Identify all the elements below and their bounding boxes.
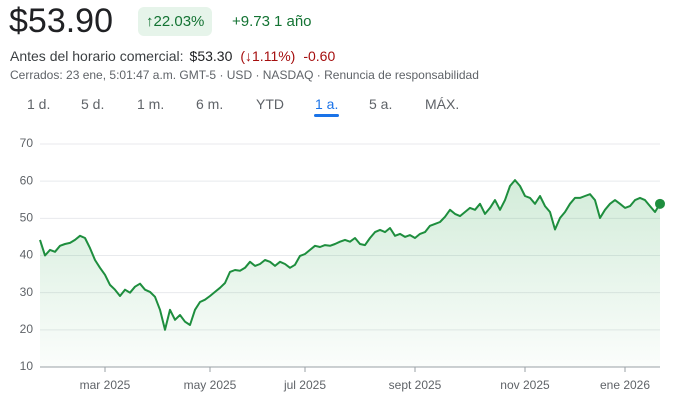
premarket-price: $53.30 [189, 48, 233, 64]
range-tab[interactable]: 1 a. [315, 96, 339, 112]
range-tab[interactable]: 6 m. [196, 96, 224, 112]
change: +9.73 1 año [232, 7, 312, 36]
range-tab[interactable]: 1 m. [137, 96, 165, 112]
x-tick-label: ene 2026 [600, 378, 650, 392]
last-point [655, 198, 665, 209]
x-tick-label: nov 2025 [500, 378, 550, 392]
range-tab[interactable]: 5 a. [369, 96, 393, 112]
status: Cerrados: 23 ene, 5:01:47 a.m. GMT-5 · U… [10, 68, 479, 82]
y-tick-label: 50 [20, 211, 34, 225]
y-tick-label: 10 [20, 359, 34, 373]
range-tab[interactable]: MÁX. [425, 96, 460, 112]
premarket-change-percent: (↓1.11%) [240, 48, 296, 64]
range-tab[interactable]: YTD [256, 96, 284, 112]
range-tab[interactable]: 1 d. [27, 96, 51, 112]
x-tick-label: sept 2025 [389, 378, 442, 392]
x-tick-label: may 2025 [184, 378, 237, 392]
y-tick-label: 40 [20, 248, 34, 262]
change-percent-badge: ↑22.03% [138, 7, 213, 36]
price-line [39, 179, 661, 331]
price: $53.90 [9, 2, 113, 40]
range-tab[interactable]: 5 d. [81, 96, 105, 112]
change-period: 1 año [273, 13, 312, 30]
change-value: +9.73 [232, 13, 270, 30]
y-tick-label: 60 [20, 173, 34, 187]
y-tick-label: 70 [20, 136, 34, 150]
y-tick-label: 20 [20, 322, 34, 336]
premarket: Antes del horario comercial: $53.30 (↓1.11… [10, 48, 335, 64]
premarket-change-value: -0.60 [303, 48, 336, 64]
x-tick-label: mar 2025 [80, 378, 131, 392]
x-tick-label: jul 2025 [283, 378, 326, 392]
premarket-label: Antes del horario comercial: [10, 48, 184, 64]
selected-underline [314, 114, 339, 117]
area [40, 180, 660, 367]
y-tick-label: 30 [20, 285, 34, 299]
